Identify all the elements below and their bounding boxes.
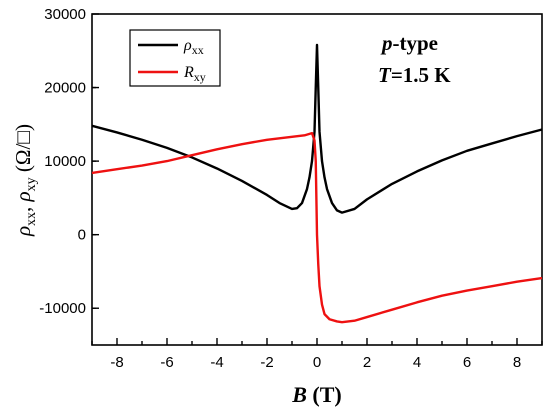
annotation-temperature: T=1.5 K — [378, 63, 451, 87]
x-axis-unit: (T) — [307, 382, 342, 407]
x-tick-labels: -8 -6 -4 -2 0 2 4 6 8 — [110, 354, 521, 371]
x-tick-label: 4 — [413, 354, 421, 371]
annotation-temp-value: =1.5 K — [391, 63, 451, 87]
legend-label-rho-xx: ρxx — [183, 37, 204, 57]
x-tick-label: -4 — [210, 354, 223, 371]
legend-subscript-xy: xy — [194, 70, 206, 84]
y-axis-symbol-a: ρ — [11, 226, 35, 237]
y-tick-labels: -10000 0 10000 20000 30000 — [39, 6, 86, 317]
x-axis-label: B (T) — [291, 382, 342, 407]
legend-symbol-r: R — [183, 64, 194, 81]
y-axis-label: ρxx, ρxy (Ω/□) — [11, 124, 39, 237]
annotation-temp-symbol: T — [378, 63, 392, 87]
series-line-rho-xx — [91, 43, 543, 214]
y-axis-symbol-b: ρ — [11, 191, 35, 202]
x-tick-label: 2 — [363, 354, 371, 371]
x-axis-symbol: B — [291, 382, 307, 407]
x-tick-label: 0 — [313, 354, 321, 371]
legend-label-r-xy: Rxy — [183, 64, 206, 84]
x-tick-label: 6 — [463, 354, 471, 371]
x-tick-label: -8 — [110, 354, 123, 371]
y-tick-label: 0 — [78, 227, 86, 244]
y-tick-label: -10000 — [39, 300, 86, 317]
y-tick-label: 10000 — [44, 153, 86, 170]
y-tick-label: 30000 — [44, 6, 86, 23]
x-tick-label: -2 — [260, 354, 273, 371]
legend: ρxx Rxy — [129, 29, 221, 87]
annotation-type: p-type — [380, 31, 438, 55]
y-axis-sub-a: xx — [24, 212, 39, 226]
series-group — [91, 43, 543, 324]
axis-ticks — [91, 13, 543, 345]
y-tick-label: 20000 — [44, 80, 86, 97]
y-axis-sep: , — [11, 201, 35, 212]
legend-box — [129, 29, 221, 87]
y-axis-unit: (Ω/□) — [11, 124, 35, 177]
x-tick-label: 8 — [513, 354, 521, 371]
series-line-r-xy — [91, 131, 543, 324]
annotation-type-suffix: -type — [393, 31, 439, 55]
legend-symbol-rho: ρ — [183, 37, 192, 54]
annotation-type-prefix: p — [380, 31, 393, 55]
x-tick-label: -6 — [160, 354, 173, 371]
legend-subscript-xx: xx — [192, 43, 204, 57]
y-axis-sub-b: xy — [24, 177, 39, 191]
